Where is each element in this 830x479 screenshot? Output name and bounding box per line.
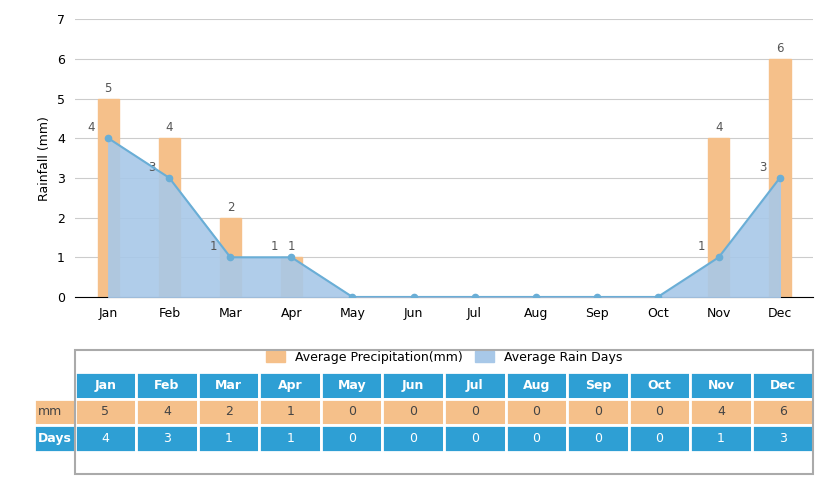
Legend: Average Precipitation(mm), Average Rain Days: Average Precipitation(mm), Average Rain … bbox=[260, 345, 628, 370]
Text: 4: 4 bbox=[87, 121, 95, 134]
Text: 1: 1 bbox=[698, 240, 706, 253]
Text: 3: 3 bbox=[759, 161, 766, 174]
Y-axis label: Rainfall (mm): Rainfall (mm) bbox=[38, 115, 51, 201]
Text: 4: 4 bbox=[165, 121, 173, 134]
Text: 1: 1 bbox=[209, 240, 217, 253]
Bar bbox=[159, 138, 180, 297]
Text: 4: 4 bbox=[715, 121, 723, 134]
Bar bbox=[98, 99, 119, 297]
Text: 2: 2 bbox=[227, 201, 234, 214]
Text: 6: 6 bbox=[776, 42, 784, 55]
Bar bbox=[708, 138, 730, 297]
Text: 5: 5 bbox=[105, 81, 112, 94]
Bar bbox=[220, 217, 241, 297]
Bar bbox=[769, 59, 790, 297]
Text: 3: 3 bbox=[149, 161, 156, 174]
Bar bbox=[281, 257, 302, 297]
Text: 1: 1 bbox=[288, 240, 295, 253]
Text: 1: 1 bbox=[271, 240, 278, 253]
